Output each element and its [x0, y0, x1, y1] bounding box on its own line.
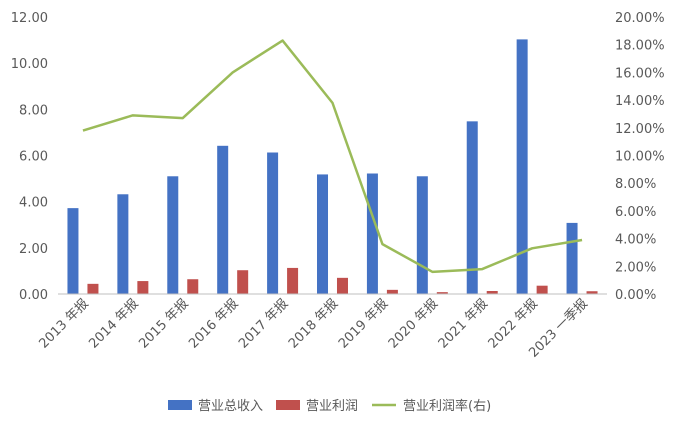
y-right-tick-label: 18.00%	[615, 39, 665, 54]
x-tick-label: 2015 年报	[136, 296, 191, 351]
x-tick-label: 2019 年报	[336, 296, 391, 351]
bar-profit	[137, 281, 149, 294]
x-tick-label: 2021 年报	[436, 296, 491, 351]
y-right-tick-label: 20.00%	[615, 11, 665, 26]
x-tick-label: 2017 年报	[236, 296, 291, 351]
y-left-tick-label: 12.00	[11, 11, 48, 26]
bar-profit	[336, 277, 348, 294]
y-right-tick-label: 16.00%	[615, 66, 665, 81]
y-left-tick-label: 2.00	[19, 242, 48, 257]
y-right-tick-label: 6.00%	[615, 205, 656, 220]
bar-revenue	[217, 145, 229, 294]
x-tick-label: 2014 年报	[86, 296, 141, 351]
legend-label: 营业利润率(右)	[403, 398, 491, 414]
y-left-tick-label: 10.00	[11, 57, 48, 72]
bar-revenue	[516, 39, 528, 294]
y-right-tick-label: 2.00%	[615, 260, 656, 275]
profit-margin-polyline	[82, 39, 583, 274]
bar-profit	[486, 291, 498, 294]
y-right-tick-label: 10.00%	[615, 150, 665, 165]
bar-profit	[386, 289, 398, 294]
bar-revenue	[317, 174, 329, 294]
y-left-tick-label: 0.00	[19, 288, 48, 303]
x-tick-label: 2018 年报	[286, 296, 341, 351]
legend-swatch	[168, 400, 192, 410]
x-tick-label: 2013 年报	[36, 296, 91, 351]
y-left-tick-label: 8.00	[19, 103, 48, 118]
bar-revenue	[466, 121, 478, 294]
bar-profit	[187, 279, 199, 294]
x-tick-label: 2016 年报	[186, 296, 241, 351]
bar-profit	[237, 270, 249, 294]
left-axis: 0.00 2.00 4.00 6.00 8.00 10.00 12.00	[11, 11, 48, 303]
bar-profit	[536, 285, 548, 294]
bar-revenue	[566, 222, 578, 294]
legend-swatch	[276, 400, 300, 410]
bar-revenue	[67, 208, 79, 294]
profit-margin-line	[82, 39, 583, 274]
right-axis: 0.00% 2.00% 4.00% 6.00% 8.00% 10.00% 12.00% 14.…	[615, 11, 665, 303]
bars	[67, 39, 598, 294]
y-left-tick-label: 6.00	[19, 150, 48, 165]
bar-profit	[586, 291, 598, 294]
bar-revenue	[416, 176, 428, 294]
bar-revenue	[267, 152, 279, 294]
x-tick-label: 2020 年报	[386, 296, 441, 351]
y-right-tick-label: 4.00%	[615, 233, 656, 248]
y-right-tick-label: 0.00%	[615, 288, 656, 303]
y-right-tick-label: 12.00%	[615, 122, 665, 137]
bar-profit	[436, 292, 448, 294]
legend-label: 营业利润	[306, 399, 358, 414]
y-right-tick-label: 14.00%	[615, 94, 665, 109]
bar-revenue	[117, 194, 129, 294]
bar-revenue	[167, 176, 179, 294]
y-right-tick-label: 8.00%	[615, 177, 656, 192]
bar-revenue	[366, 173, 378, 294]
legend-label: 营业总收入	[198, 399, 263, 414]
legend: 营业总收入 营业利润 营业利润率(右)	[168, 398, 491, 414]
y-left-tick-label: 4.00	[19, 196, 48, 211]
bar-profit	[87, 283, 99, 294]
bar-profit	[287, 267, 299, 294]
